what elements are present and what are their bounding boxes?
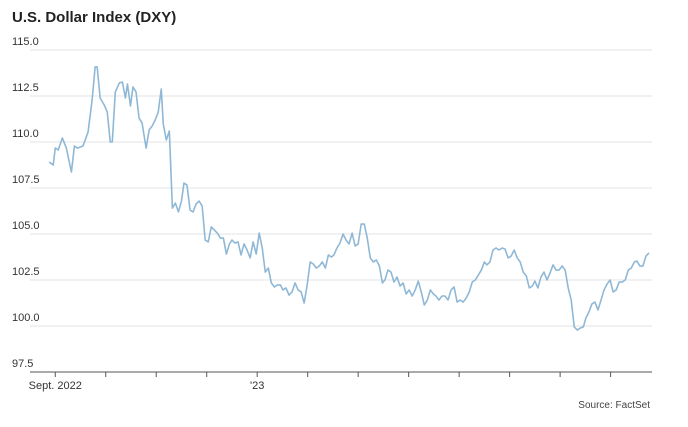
y-tick-label: 102.5 <box>12 266 40 278</box>
y-tick-label: 97.5 <box>12 358 33 370</box>
x-tick-label: Sept. 2022 <box>29 380 82 392</box>
source-note: Source: FactSet <box>578 400 650 411</box>
y-tick-label: 100.0 <box>12 312 40 324</box>
data-line <box>48 66 650 331</box>
y-tick-label: 115.0 <box>12 36 39 48</box>
y-tick-label: 112.5 <box>12 82 39 94</box>
chart-title: U.S. Dollar Index (DXY) <box>12 9 176 26</box>
y-tick-label: 110.0 <box>12 128 39 140</box>
x-tick-label: '23 <box>250 380 264 392</box>
y-tick-label: 105.0 <box>12 220 40 232</box>
y-tick-label: 107.5 <box>12 174 40 186</box>
